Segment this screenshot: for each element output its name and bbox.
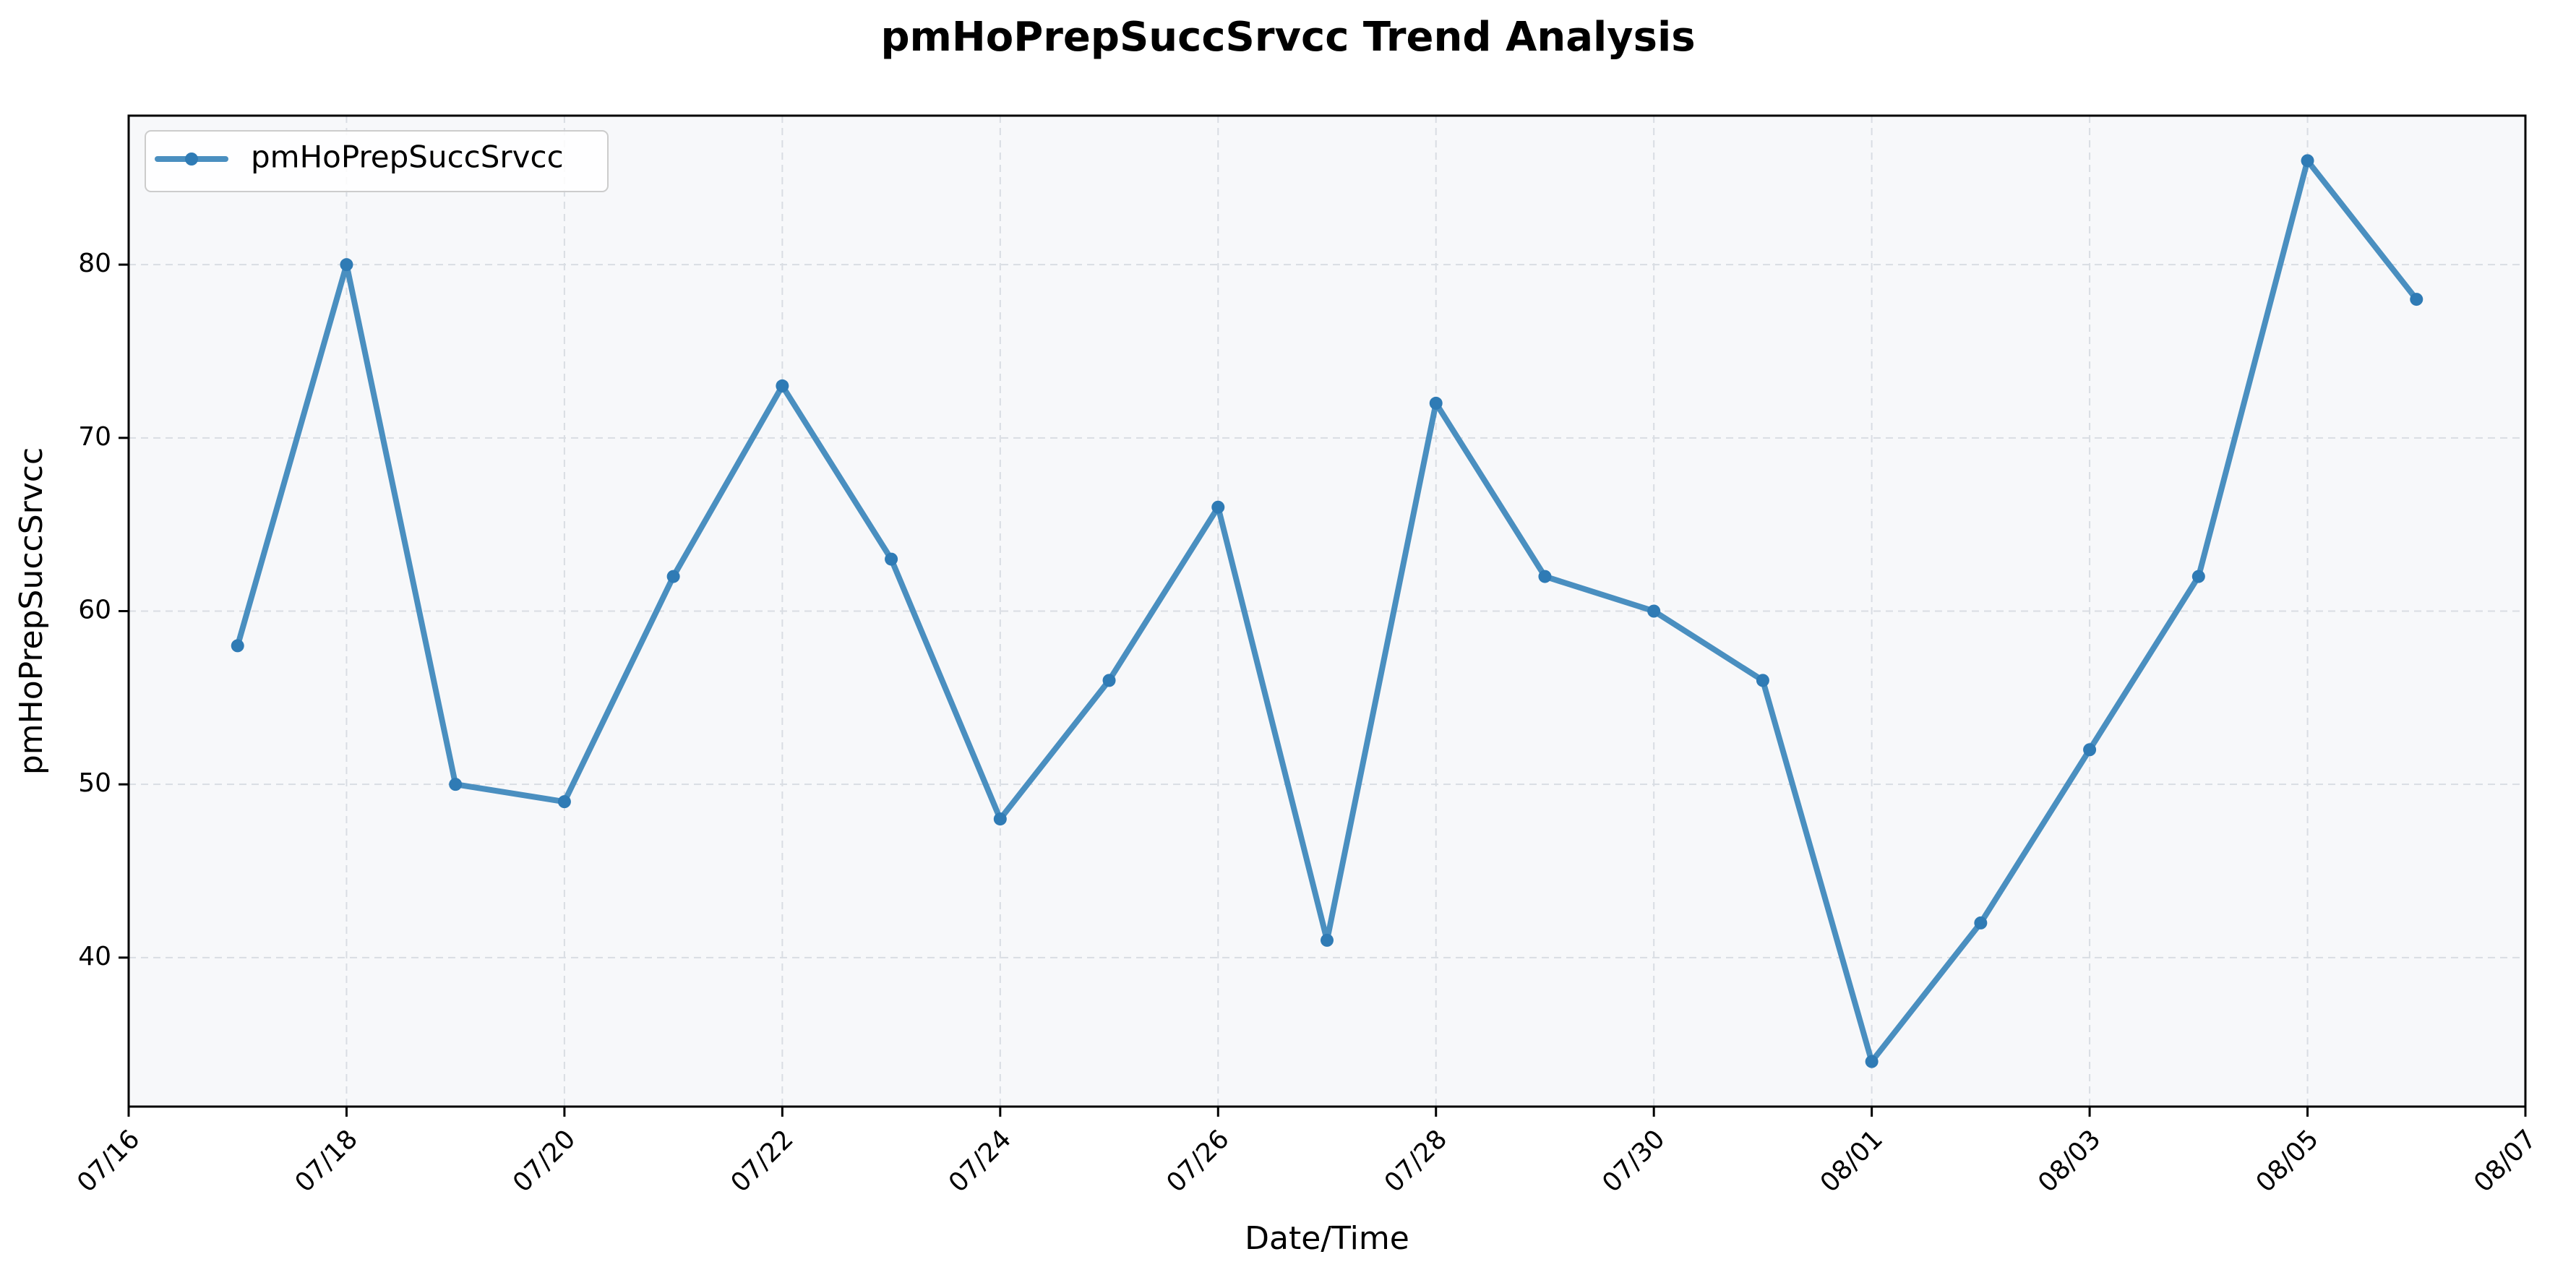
x-tick-label: 07/24 bbox=[943, 1124, 1017, 1198]
x-tick-label: 08/03 bbox=[2032, 1124, 2106, 1198]
data-point bbox=[557, 795, 571, 809]
y-tick-label: 50 bbox=[78, 768, 111, 798]
x-axis-label: Date/Time bbox=[1245, 1220, 1409, 1257]
x-tick-label: 08/05 bbox=[2251, 1124, 2324, 1198]
data-point bbox=[1102, 674, 1116, 687]
data-point bbox=[2191, 570, 2205, 583]
data-point bbox=[1974, 916, 1988, 930]
x-tick-label: 08/01 bbox=[1815, 1124, 1889, 1198]
data-point bbox=[776, 379, 789, 392]
data-point bbox=[1429, 396, 1443, 410]
x-tick-label: 07/26 bbox=[1161, 1124, 1235, 1198]
data-point bbox=[993, 812, 1007, 826]
legend-marker-sample bbox=[185, 153, 198, 166]
data-point bbox=[1321, 933, 1334, 947]
y-axis-label: pmHoPrepSuccSrvcc bbox=[13, 447, 50, 775]
data-point bbox=[1647, 604, 1661, 618]
data-point bbox=[666, 570, 680, 583]
data-point bbox=[231, 639, 244, 653]
x-tick-label: 07/30 bbox=[1597, 1124, 1670, 1198]
x-tick-label: 07/22 bbox=[725, 1124, 799, 1198]
chart-title: pmHoPrepSuccSrvcc Trend Analysis bbox=[880, 14, 1695, 61]
x-tick-label: 07/16 bbox=[72, 1124, 145, 1198]
x-tick-label: 07/20 bbox=[507, 1124, 581, 1198]
data-point bbox=[449, 778, 463, 791]
data-point bbox=[2410, 293, 2423, 306]
x-tick-label: 07/18 bbox=[290, 1124, 364, 1198]
y-tick-label: 60 bbox=[78, 596, 111, 625]
legend: pmHoPrepSuccSrvcc bbox=[145, 130, 609, 192]
y-tick-label: 70 bbox=[78, 422, 111, 452]
y-tick-label: 80 bbox=[78, 249, 111, 278]
y-tick-label: 40 bbox=[78, 942, 111, 971]
x-tick-label: 07/28 bbox=[1379, 1124, 1453, 1198]
series-layer bbox=[231, 154, 2423, 1068]
data-point bbox=[340, 258, 353, 272]
data-point bbox=[885, 552, 898, 566]
data-point bbox=[1756, 674, 1769, 687]
legend-label: pmHoPrepSuccSrvcc bbox=[251, 139, 564, 175]
grid bbox=[128, 116, 2526, 1107]
legend-box bbox=[145, 130, 609, 192]
data-point bbox=[1211, 500, 1225, 514]
x-tick-label: 08/07 bbox=[2468, 1124, 2542, 1198]
data-point bbox=[1865, 1055, 1879, 1068]
data-point bbox=[2301, 154, 2314, 168]
data-point bbox=[2083, 743, 2097, 757]
data-point bbox=[1538, 570, 1552, 583]
